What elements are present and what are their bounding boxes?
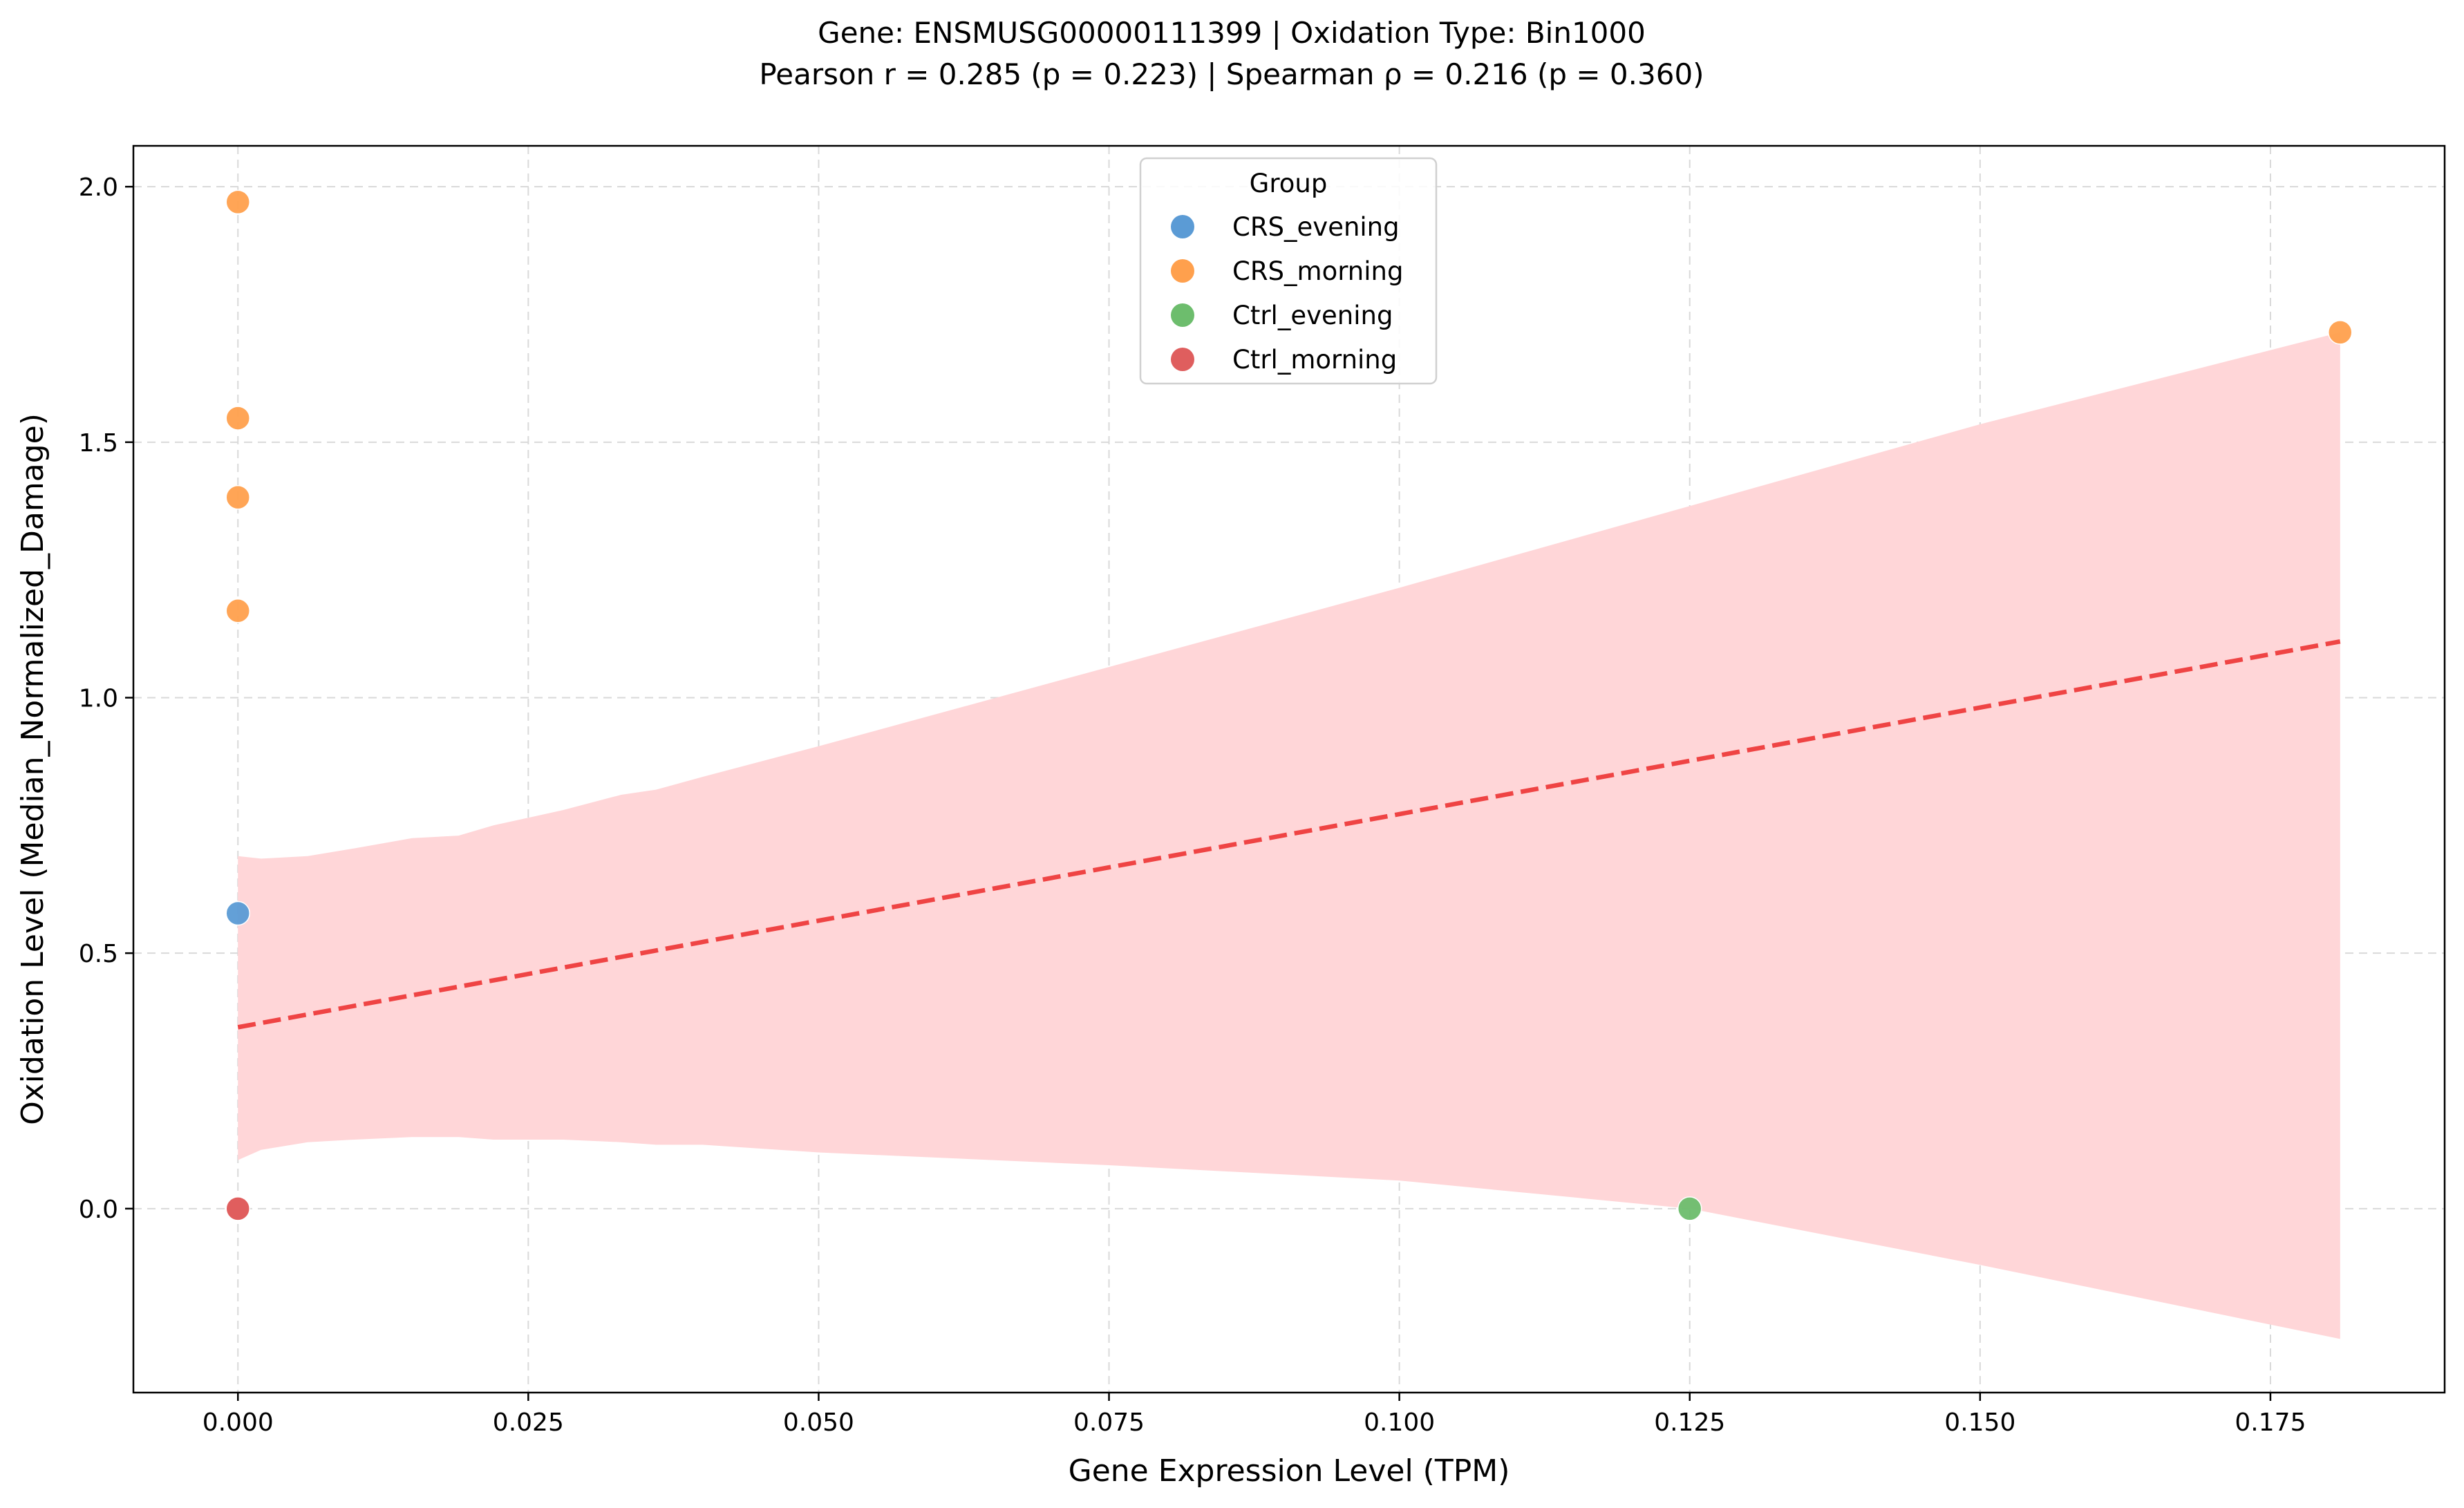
- legend-entries: CRS_evening CRS_morning Ctrl_evening Ctrl_m…: [1171, 212, 1403, 375]
- legend-label-ctrl-evening: Ctrl_evening: [1232, 301, 1393, 330]
- legend: Group CRS_evening CRS_morning Ctrl_evening…: [1139, 157, 1438, 385]
- point-ctrl-morning: [225, 1196, 250, 1221]
- confidence-band-area: [238, 332, 2340, 1339]
- legend-label-crs-morning: CRS_morning: [1232, 256, 1403, 286]
- point-crs-morning: [2328, 320, 2353, 345]
- point-crs-morning: [225, 484, 250, 510]
- y-tick-label: 0.0: [79, 1196, 118, 1224]
- point-crs-morning: [225, 599, 250, 623]
- legend-marker-crs-morning: [1171, 259, 1194, 283]
- legend-marker-ctrl-evening: [1171, 303, 1194, 327]
- y-tick-label: 1.0: [79, 684, 118, 713]
- x-tick-label: 0.000: [203, 1408, 274, 1437]
- data-points: [225, 189, 2353, 1221]
- x-axis-ticks: 0.000 0.025 0.050 0.075 0.100 0.125 0.150 0.175: [203, 1393, 2306, 1437]
- x-tick-label: 0.125: [1654, 1408, 1725, 1437]
- legend-box: [1139, 157, 1438, 385]
- x-tick-label: 0.050: [783, 1408, 854, 1437]
- x-tick-label: 0.025: [493, 1408, 564, 1437]
- y-axis-ticks: 0.0 0.5 1.0 1.5 2.0: [79, 173, 133, 1224]
- x-tick-label: 0.100: [1364, 1408, 1435, 1437]
- point-crs-morning: [225, 189, 250, 215]
- point-crs-evening: [225, 901, 250, 926]
- y-tick-label: 1.5: [79, 429, 118, 458]
- legend-label-crs-evening: CRS_evening: [1232, 212, 1400, 242]
- x-tick-label: 0.150: [1944, 1408, 2015, 1437]
- y-axis-label: Oxidation Level (Median_Normalized_Damag…: [15, 413, 50, 1125]
- x-axis-label: Gene Expression Level (TPM): [1069, 1453, 1510, 1489]
- x-tick-label: 0.175: [2235, 1408, 2306, 1437]
- confidence-band: [238, 332, 2340, 1339]
- plot-frame: [132, 144, 2446, 1394]
- legend-marker-crs-evening: [1171, 215, 1194, 238]
- legend-marker-ctrl-morning: [1171, 348, 1194, 371]
- y-tick-label: 0.5: [79, 940, 118, 968]
- point-ctrl-evening: [1677, 1196, 1702, 1221]
- legend-title: Group: [1250, 169, 1328, 198]
- point-crs-morning: [225, 406, 250, 431]
- legend-label-ctrl-morning: Ctrl_morning: [1232, 345, 1397, 375]
- x-tick-label: 0.075: [1073, 1408, 1145, 1437]
- regression-line-group: [237, 639, 2341, 1030]
- y-tick-label: 2.0: [79, 173, 118, 202]
- chart-title-line2: Pearson r = 0.285 (p = 0.223) | Spearman…: [759, 57, 1704, 91]
- chart-title-line1: Gene: ENSMUSG00000111399 | Oxidation Typ…: [818, 16, 1646, 50]
- regression-line: [237, 639, 2341, 1030]
